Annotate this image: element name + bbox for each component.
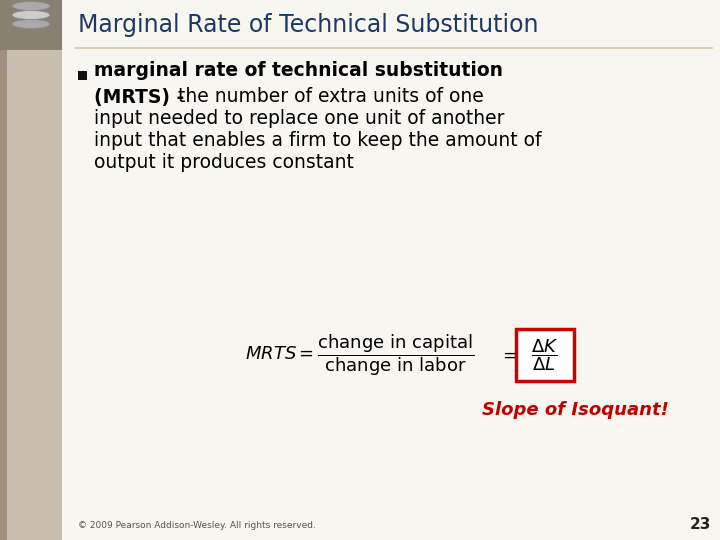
Bar — [0, 0, 62, 540]
Text: marginal rate of technical substitution: marginal rate of technical substitution — [94, 62, 503, 80]
Bar — [516, 329, 574, 381]
Bar — [0, 0, 62, 50]
Bar — [0, 0, 7, 540]
Text: input that enables a firm to keep the amount of: input that enables a firm to keep the am… — [94, 132, 541, 151]
Text: © 2009 Pearson Addison-Wesley. All rights reserved.: © 2009 Pearson Addison-Wesley. All right… — [78, 521, 316, 530]
Text: $=$: $=$ — [499, 346, 517, 364]
Text: output it produces constant: output it produces constant — [94, 153, 354, 172]
Ellipse shape — [12, 2, 50, 10]
Text: $\dfrac{\Delta K}{\Delta L}$: $\dfrac{\Delta K}{\Delta L}$ — [531, 337, 559, 373]
Text: (MRTS) -: (MRTS) - — [94, 87, 184, 106]
Ellipse shape — [12, 10, 50, 19]
Bar — [78, 71, 87, 79]
Text: input needed to replace one unit of another: input needed to replace one unit of anot… — [94, 110, 505, 129]
Text: the number of extra units of one: the number of extra units of one — [172, 87, 484, 106]
Text: 23: 23 — [689, 517, 711, 532]
Text: $\mathit{MRTS} = \dfrac{\mathrm{change\ in\ capital}}{\mathrm{change\ in\ labor}: $\mathit{MRTS} = \dfrac{\mathrm{change\ … — [246, 332, 474, 378]
Text: Slope of Isoquant!: Slope of Isoquant! — [482, 401, 668, 419]
Ellipse shape — [12, 19, 50, 29]
Text: Marginal Rate of Technical Substitution: Marginal Rate of Technical Substitution — [78, 13, 539, 37]
